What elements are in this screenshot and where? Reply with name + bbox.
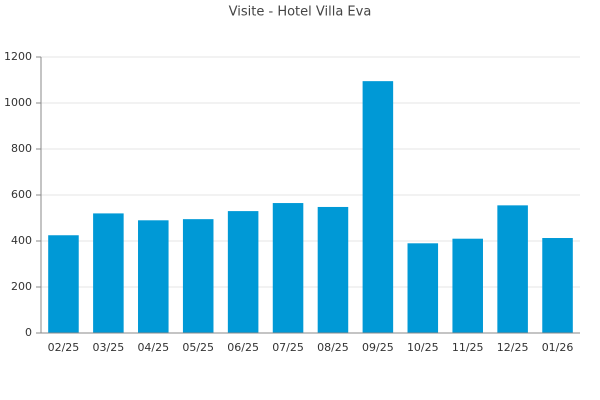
x-tick-label: 04/25	[137, 341, 169, 354]
x-tick-label: 12/25	[497, 341, 529, 354]
x-tick-label: 07/25	[272, 341, 304, 354]
bar	[407, 243, 439, 333]
bar	[452, 238, 483, 333]
bar	[362, 81, 394, 334]
x-tick-label: 09/25	[362, 341, 394, 354]
bar	[93, 213, 124, 333]
x-tick-label: 10/25	[407, 341, 439, 354]
y-tick-label: 400	[11, 234, 32, 247]
bar	[542, 238, 573, 333]
bar	[272, 203, 304, 333]
y-tick-label: 200	[11, 280, 32, 293]
y-tick-label: 1200	[4, 50, 32, 63]
bar	[138, 220, 169, 333]
x-tick-label: 11/25	[452, 341, 484, 354]
y-tick-label: 1000	[4, 96, 32, 109]
bar	[227, 211, 259, 333]
x-tick-label: 01/26	[542, 341, 574, 354]
x-tick-label: 05/25	[182, 341, 214, 354]
y-tick-label: 800	[11, 142, 32, 155]
y-tick-label: 0	[25, 326, 32, 339]
bar	[182, 219, 214, 333]
x-tick-label: 03/25	[93, 341, 125, 354]
bar	[48, 235, 79, 333]
y-tick-label: 600	[11, 188, 32, 201]
bar	[317, 206, 349, 333]
x-tick-label: 06/25	[227, 341, 259, 354]
x-tick-label: 02/25	[48, 341, 80, 354]
x-tick-label: 08/25	[317, 341, 349, 354]
bar	[497, 205, 528, 333]
chart-title: Visite - Hotel Villa Eva	[229, 5, 372, 20]
